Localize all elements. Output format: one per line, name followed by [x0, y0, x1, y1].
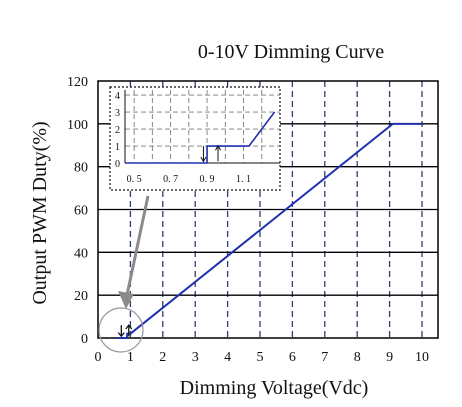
inset-x-tick-label: 1. 1	[236, 174, 251, 185]
y-tick-label: 100	[67, 118, 88, 133]
zoom-pointer-arrowhead	[118, 291, 134, 309]
inset-down-arrowhead	[200, 156, 207, 163]
zoom-pointer-arrow	[125, 195, 150, 296]
x-tick-label: 1	[127, 350, 134, 365]
y-tick-label: 40	[74, 246, 88, 261]
x-tick-label: 10	[415, 350, 429, 365]
y-tick-label: 120	[67, 75, 88, 90]
inset-y-tick-label: 1	[115, 142, 120, 153]
y-tick-label: 0	[81, 332, 88, 347]
x-axis-label: Dimming Voltage(Vdc)	[180, 377, 369, 399]
x-tick-label: 9	[386, 350, 393, 365]
inset-x-tick-label: 0. 5	[127, 174, 142, 185]
x-tick-label: 4	[224, 350, 231, 365]
inset-frame	[109, 86, 281, 191]
step-up-arrowhead	[125, 324, 133, 330]
inset-up-arrowhead	[215, 144, 221, 151]
x-tick-label: 3	[192, 350, 199, 365]
x-tick-label: 6	[289, 350, 296, 365]
x-tick-label: 0	[95, 350, 102, 365]
x-tick-label: 5	[257, 350, 264, 365]
x-tick-label: 7	[321, 350, 328, 365]
inset-y-tick-label: 4	[115, 91, 120, 102]
zoom-circle	[98, 307, 144, 353]
inset-x-tick-label: 0. 7	[163, 174, 178, 185]
y-tick-label: 80	[74, 161, 88, 176]
inset-y-tick-label: 0	[115, 159, 120, 170]
inset-y-tick-label: 2	[115, 125, 120, 136]
y-axis-label: Output PWM Duty(%)	[29, 121, 51, 304]
inset-x-tick-label: 0. 9	[200, 174, 215, 185]
y-tick-label: 20	[74, 289, 88, 304]
chart-title: 0-10V Dimming Curve	[198, 41, 384, 63]
inset-curve-line	[125, 111, 276, 164]
inset-y-tick-label: 3	[115, 108, 120, 119]
x-tick-label: 8	[354, 350, 361, 365]
x-tick-label: 2	[159, 350, 166, 365]
step-down-arrowhead	[117, 332, 125, 338]
plot-frame	[97, 80, 439, 339]
y-tick-label: 60	[74, 204, 88, 219]
